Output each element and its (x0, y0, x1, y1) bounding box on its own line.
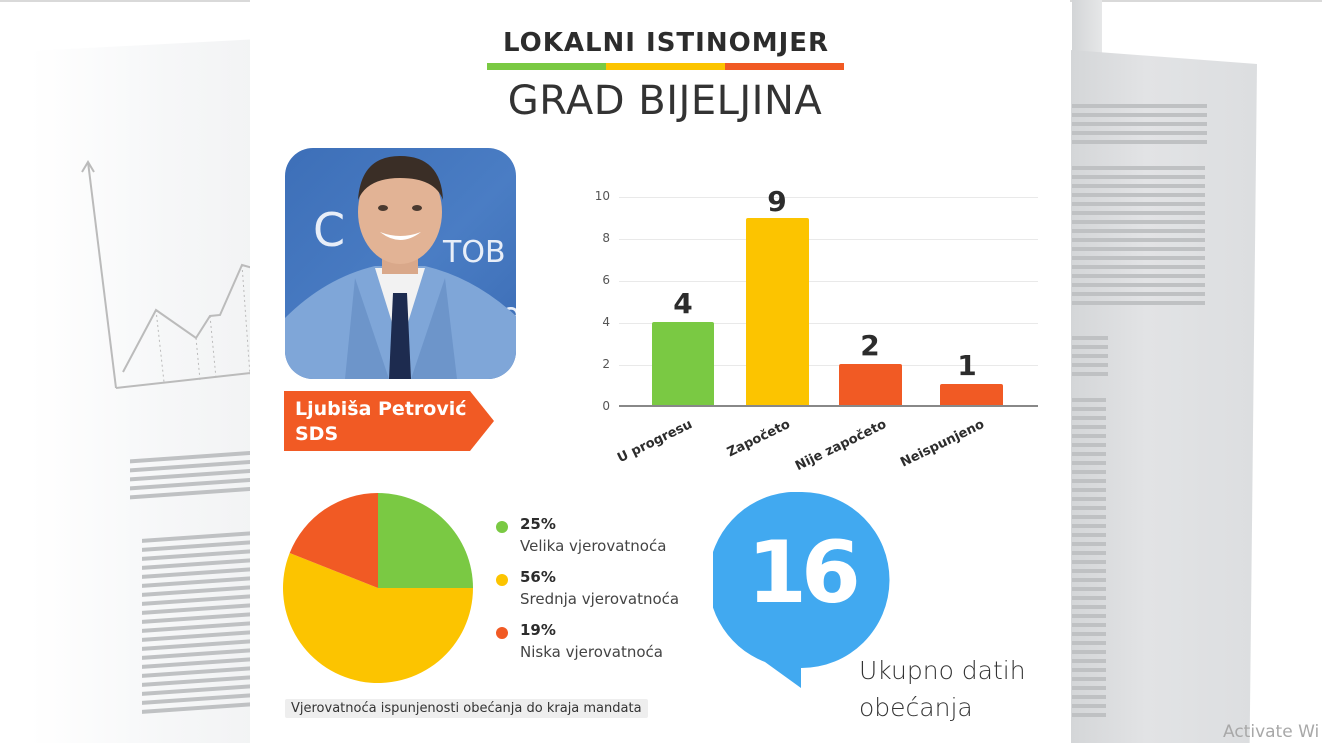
probability-pie-chart (283, 493, 473, 683)
speech-bubble-icon (713, 492, 890, 688)
bar-neispunjeno (940, 384, 1003, 405)
brand-color-bar (487, 63, 844, 70)
gridline-10 (619, 197, 1038, 198)
legend-dot-orange (496, 627, 508, 639)
legend-pct: 25% (520, 515, 556, 533)
politician-party: SDS (295, 423, 339, 445)
gridline-2 (619, 365, 1038, 366)
y-tick-4: 4 (602, 315, 610, 329)
total-label-line1: Ukupno datih (859, 656, 1026, 685)
politician-photo: С ТОВ Бије (285, 148, 516, 379)
legend-dot-yellow (496, 574, 508, 586)
legend-pct: 19% (520, 621, 556, 639)
y-tick-8: 8 (602, 231, 610, 245)
y-tick-2: 2 (602, 357, 610, 371)
activate-windows-watermark: Activate Wi (1223, 722, 1320, 742)
legend-label: Srednja vjerovatnoća (520, 590, 680, 608)
legend-dot-green (496, 521, 508, 533)
pie-slice-srednja (283, 553, 473, 683)
brand-bar-orange (725, 63, 844, 70)
gridline-6 (619, 281, 1038, 282)
politician-name-tag: Ljubiša Petrović SDS (284, 391, 494, 451)
promise-status-bar-chart: 10 8 6 4 2 0 4 9 2 1 U progresu Započeto… (590, 185, 1050, 485)
name-tag-arrow-shape (284, 391, 494, 451)
bar-value-nije-zapoceto: 2 (860, 329, 880, 362)
bar-value-neispunjeno: 1 (957, 349, 977, 382)
y-tick-6: 6 (602, 273, 610, 287)
x-label-nije-zapoceto: Nije započeto (792, 417, 889, 475)
brand-title: LOKALNI ISTINOMJER (502, 28, 830, 58)
background-paper-right (1071, 50, 1257, 743)
total-label-line2: obećanja (859, 693, 973, 722)
svg-text:ТОВ: ТОВ (442, 235, 506, 270)
svg-text:С: С (313, 203, 345, 257)
portrait-illustration: С ТОВ Бије (285, 156, 516, 379)
gridline-4 (619, 323, 1038, 324)
background-text-lines-right-3 (1072, 336, 1108, 381)
city-title: GRAD BIJELJINA (507, 78, 823, 124)
background-text-lines-left-2 (142, 531, 254, 719)
pie-slice-niska (289, 493, 378, 588)
pie-slice-velika (378, 493, 473, 588)
brand-bar-green (487, 63, 606, 70)
background-text-lines-left-1 (130, 450, 255, 505)
x-label-u-progresu: U progresu (614, 417, 695, 467)
pie-caption: Vjerovatnoća ispunjenosti obećanja do kr… (285, 699, 648, 718)
bar-zapoceto (746, 218, 809, 405)
total-promises-label: Ukupno datih obećanja (859, 652, 1026, 726)
politician-name: Ljubiša Petrović (295, 398, 467, 420)
gridline-8 (619, 239, 1038, 240)
legend-label: Velika vjerovatnoća (520, 537, 667, 555)
background-line-chart-illustration (81, 160, 260, 389)
x-label-zapoceto: Započeto (724, 417, 793, 461)
x-axis-line (619, 405, 1038, 407)
background-text-lines-right-2 (1072, 166, 1205, 310)
brand-bar-yellow (606, 63, 725, 70)
bar-value-zapoceto: 9 (767, 185, 787, 218)
y-tick-10: 10 (594, 189, 610, 203)
legend-pct: 56% (520, 568, 556, 586)
y-tick-0: 0 (602, 399, 610, 413)
bar-nije-zapoceto (839, 364, 902, 405)
background-text-lines-right-4 (1072, 398, 1106, 722)
legend-label: Niska vjerovatnoća (520, 643, 663, 661)
background-text-lines-right-1 (1072, 104, 1207, 149)
total-promises-number: 16 (747, 523, 861, 623)
x-label-neispunjeno: Neispunjeno (898, 417, 987, 471)
bar-u-progresu (652, 322, 714, 405)
bar-value-u-progresu: 4 (673, 287, 693, 320)
